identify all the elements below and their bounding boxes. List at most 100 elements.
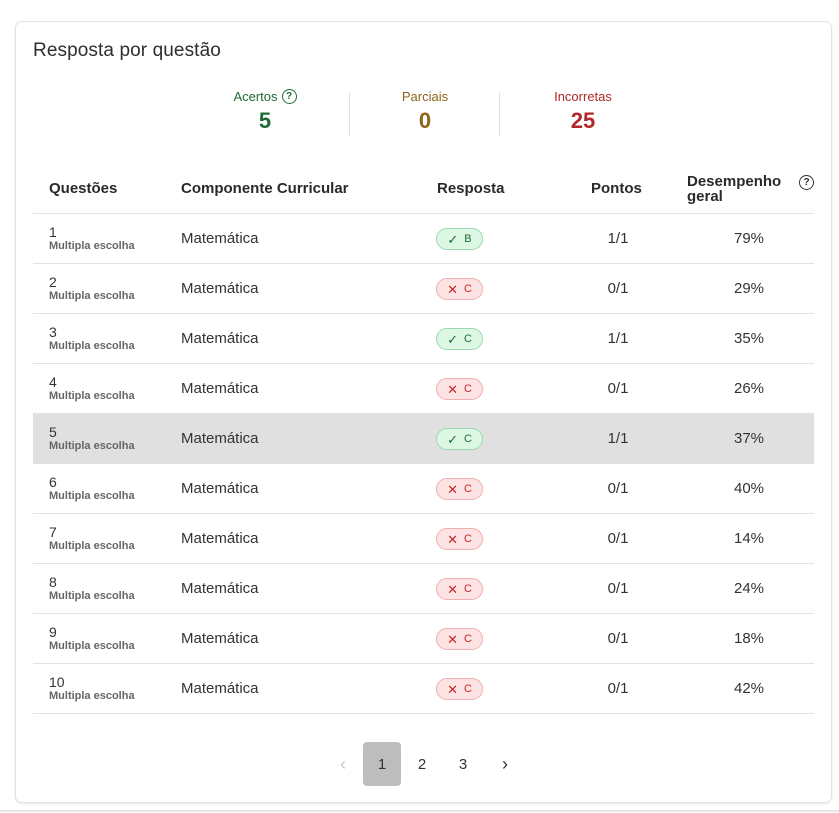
correct-count: 5 (258, 108, 272, 133)
table-row[interactable]: 9 Multipla escolha Matemática ✕ C 0/1 18% (33, 614, 814, 664)
overall-performance: 79% (733, 230, 765, 247)
table-row[interactable]: 4 Multipla escolha Matemática ✕ C 0/1 26% (33, 364, 814, 414)
check-icon: ✓ (447, 231, 459, 247)
header-answer: Resposta (437, 180, 505, 197)
question-type: Multipla escolha (49, 390, 135, 402)
points: 1/1 (607, 430, 629, 447)
table-row[interactable]: 8 Multipla escolha Matemática ✕ C 0/1 24% (33, 564, 814, 614)
answer-badge: ✕ C (436, 578, 483, 600)
table-row[interactable]: 1 Multipla escolha Matemática ✓ B 1/1 79% (33, 214, 814, 264)
question-cell: 8 Multipla escolha (49, 574, 135, 603)
table-row[interactable]: 3 Multipla escolha Matemática ✓ C 1/1 35% (33, 314, 814, 364)
correct-stat: Acertos ? 5 (190, 88, 340, 134)
curricular-component: Matemática (181, 480, 259, 497)
correct-label: Acertos (233, 89, 278, 104)
curricular-component: Matemática (181, 630, 259, 647)
question-cell: 5 Multipla escolha (49, 425, 135, 453)
points: 0/1 (607, 530, 629, 547)
incorrect-stat: Incorretas 25 (508, 88, 658, 134)
answer-badge: ✓ C (436, 428, 483, 450)
answer-letter: C (463, 683, 472, 695)
answer-badge: ✕ C (436, 678, 483, 700)
questions-table: Questões Componente Curricular Resposta … (33, 168, 814, 714)
answer-badge: ✓ C (436, 328, 483, 350)
question-type: Multipla escolha (49, 590, 135, 602)
overall-performance: 14% (733, 530, 765, 547)
question-number: 6 (49, 474, 57, 490)
question-type: Multipla escolha (49, 490, 135, 502)
check-icon: ✓ (447, 431, 458, 447)
check-icon: ✓ (447, 331, 458, 347)
question-number: 1 (49, 224, 57, 240)
question-type: Multipla escolha (49, 240, 135, 252)
question-type: Multipla escolha (49, 640, 135, 652)
x-icon: ✕ (447, 281, 458, 297)
overall-performance: 24% (733, 580, 765, 597)
question-number: 10 (49, 674, 65, 690)
question-circle-icon[interactable]: ? (799, 175, 814, 190)
curricular-component: Matemática (181, 230, 259, 247)
partial-stat: Parciais 0 (350, 88, 500, 134)
table-row[interactable]: 10 Multipla escolha Matemática ✕ C 0/1 42% (33, 664, 814, 714)
answer-letter: C (463, 533, 472, 545)
question-cell: 6 Multipla escolha (49, 474, 135, 503)
question-type: Multipla escolha (49, 540, 135, 552)
points: 0/1 (607, 680, 629, 697)
page-button-2[interactable]: 2 (417, 755, 427, 773)
x-icon: ✕ (447, 531, 458, 547)
question-type: Multipla escolha (49, 290, 135, 302)
table-row[interactable]: 6 Multipla escolha Matemática ✕ C 0/1 40% (33, 464, 814, 514)
overall-performance: 40% (733, 480, 765, 497)
question-number: 3 (49, 324, 57, 340)
correct-stat-label-group: Acertos ? (233, 89, 297, 104)
page-button-1[interactable]: 1 (363, 742, 401, 786)
partial-count: 0 (418, 108, 432, 133)
chevron-right-icon[interactable]: › (502, 753, 508, 774)
table-header: Questões Componente Curricular Resposta … (33, 168, 814, 214)
points: 0/1 (607, 480, 629, 497)
table-row[interactable]: 5 Multipla escolha Matemática ✓ C 1/1 37% (33, 414, 814, 464)
question-type: Multipla escolha (49, 340, 135, 352)
table-row[interactable]: 2 Multipla escolha Matemática ✕ C 0/1 29% (33, 264, 814, 314)
answer-badge: ✕ C (436, 378, 483, 400)
answer-letter: C (463, 333, 472, 345)
incorrect-label: Incorretas (554, 89, 612, 104)
pagination: ‹ 1 2 3 › (324, 742, 524, 786)
question-circle-icon[interactable]: ? (281, 89, 297, 104)
page-button-3[interactable]: 3 (458, 755, 468, 773)
header-question: Questões (49, 180, 118, 197)
answer-badge: ✕ C (436, 628, 483, 650)
header-performance: Desempenho geral ? (687, 174, 814, 204)
table-body: 1 Multipla escolha Matemática ✓ B 1/1 79% 2 Mult… (33, 214, 814, 714)
answer-letter: C (463, 633, 472, 645)
card-title: Resposta por questão (33, 40, 221, 61)
points: 1/1 (607, 230, 629, 247)
answer-letter: C (463, 383, 472, 395)
answer-badge: ✓ B (436, 228, 483, 250)
stat-divider (499, 92, 500, 136)
points: 0/1 (607, 280, 629, 297)
question-type: Multipla escolha (49, 440, 135, 452)
overall-performance: 26% (733, 380, 765, 397)
question-cell: 2 Multipla escolha (49, 275, 135, 303)
question-number: 8 (49, 574, 57, 590)
table-row[interactable]: 7 Multipla escolha Matemática ✕ C 0/1 14% (33, 514, 814, 564)
curricular-component: Matemática (181, 530, 259, 547)
question-cell: 3 Multipla escolha (49, 324, 135, 353)
answer-badge: ✕ C (436, 528, 483, 550)
answer-letter: C (463, 483, 472, 495)
page-divider (0, 810, 839, 812)
curricular-component: Matemática (181, 580, 259, 597)
question-cell: 9 Multipla escolha (49, 624, 135, 653)
question-number: 9 (49, 624, 57, 640)
question-cell: 7 Multipla escolha (49, 525, 135, 553)
header-points: Pontos (591, 180, 642, 197)
points: 0/1 (607, 580, 629, 597)
chevron-left-icon[interactable]: ‹ (340, 753, 346, 774)
x-icon: ✕ (447, 681, 458, 697)
results-summary: Acertos ? 5 Parciais 0 Incorretas 25 (16, 88, 831, 138)
answer-badge: ✕ C (436, 478, 483, 500)
question-cell: 4 Multipla escolha (49, 375, 135, 403)
overall-performance: 42% (733, 680, 765, 697)
overall-performance: 29% (733, 280, 765, 297)
